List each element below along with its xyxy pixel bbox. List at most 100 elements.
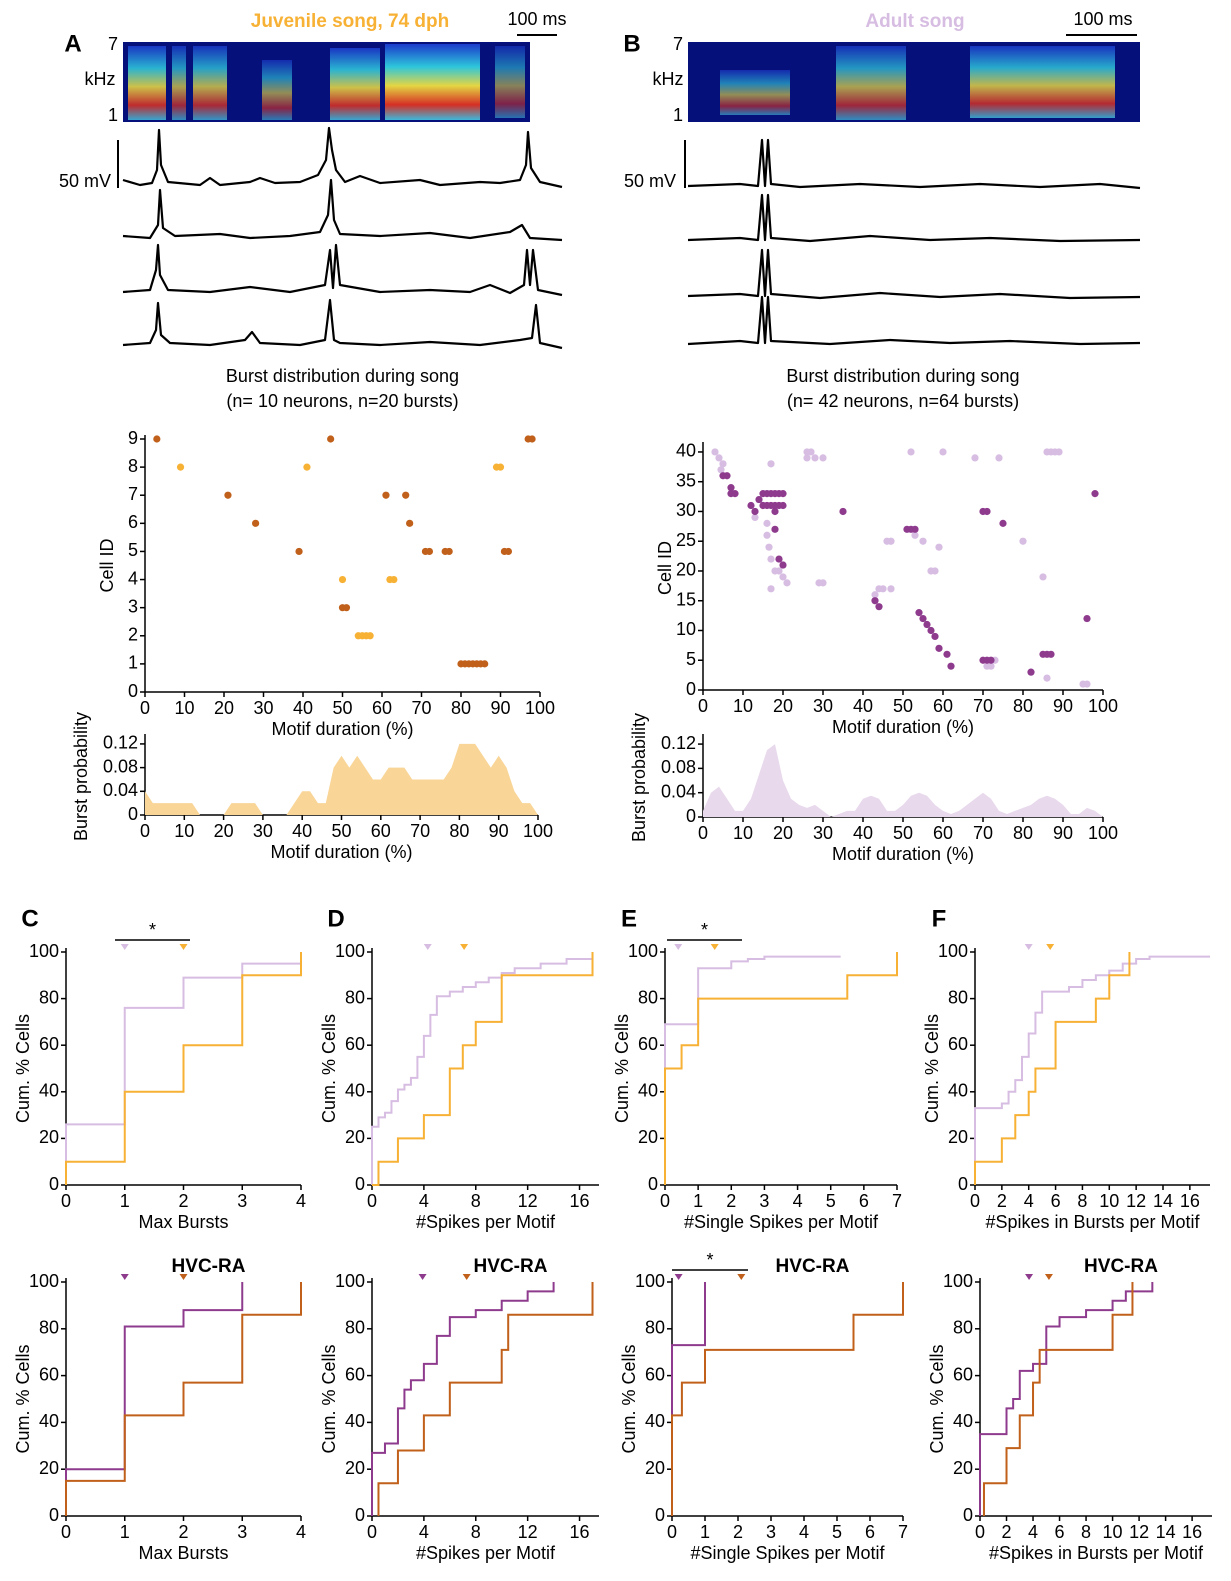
- burst-point: [923, 620, 931, 629]
- cdf-line: [982, 1282, 1134, 1516]
- trace: [122, 298, 563, 350]
- y-tick-label: 0: [128, 804, 138, 824]
- median-marker: [710, 944, 719, 950]
- panel-label: D: [327, 905, 344, 932]
- x-axis-label: Max Bursts: [138, 1212, 228, 1232]
- cdf-line: [671, 1282, 706, 1516]
- chart-subtitle: (n= 42 neurons, n=64 bursts): [787, 391, 1019, 411]
- y-tick-label: 80: [39, 1318, 59, 1338]
- y-tick-label: 60: [39, 1364, 59, 1384]
- y-axis-label: Cum. % Cells: [612, 1014, 632, 1123]
- significance-label: *: [706, 1250, 713, 1270]
- burst-point: [382, 491, 390, 499]
- y-tick-label: 60: [645, 1364, 665, 1384]
- y-tick-label: 40: [345, 1081, 365, 1101]
- burst-point: [751, 507, 759, 516]
- x-tick-label: 40: [853, 823, 873, 843]
- y-tick-label: 25: [676, 530, 696, 550]
- cdf-line: [371, 952, 594, 1185]
- panel-label: F: [932, 905, 947, 932]
- y-tick-label: 20: [39, 1127, 59, 1147]
- freq-unit-label: kHz: [653, 69, 684, 89]
- burst-point: [224, 491, 232, 499]
- x-tick-label: 0: [61, 1191, 71, 1211]
- burst-point: [1039, 573, 1047, 581]
- y-tick-label: 80: [39, 987, 59, 1007]
- y-tick-label: 0: [648, 1174, 658, 1194]
- x-tick-label: 40: [853, 696, 873, 716]
- x-tick-label: 0: [140, 821, 150, 841]
- burst-point: [915, 609, 923, 617]
- y-tick-label: 60: [345, 1034, 365, 1054]
- x-tick-label: 12: [518, 1191, 538, 1211]
- y-tick-label: 80: [948, 987, 968, 1007]
- x-tick-label: 60: [371, 821, 391, 841]
- chart-subtitle: (n= 10 neurons, n=20 bursts): [226, 391, 458, 411]
- trace: [687, 138, 1141, 190]
- y-tick-label: 60: [948, 1034, 968, 1054]
- median-marker: [737, 1274, 746, 1280]
- x-tick-label: 0: [698, 696, 708, 716]
- x-tick-label: 2: [178, 1191, 188, 1211]
- burst-point: [176, 463, 185, 471]
- y-tick-label: 80: [645, 1318, 665, 1338]
- x-tick-label: 90: [490, 698, 510, 718]
- y-tick-label: 100: [628, 941, 658, 961]
- burst-point: [771, 507, 779, 516]
- burst-point: [719, 460, 727, 468]
- song-title: Adult song: [865, 11, 964, 32]
- median-marker: [674, 944, 683, 950]
- x-tick-label: 3: [237, 1522, 247, 1542]
- y-tick-label: 0: [958, 1174, 968, 1194]
- burst-point: [767, 585, 775, 593]
- burst-point: [338, 575, 347, 584]
- x-tick-label: 8: [1077, 1191, 1087, 1211]
- burst-point: [919, 537, 927, 545]
- spectrogram-b: [688, 42, 1140, 122]
- x-tick-label: 10: [733, 696, 753, 716]
- burst-point: [839, 507, 847, 516]
- burst-point: [765, 543, 773, 551]
- y-tick-label: 80: [345, 987, 365, 1007]
- x-tick-label: 12: [518, 1522, 538, 1542]
- voltage-traces-b: [684, 34, 1141, 346]
- burst-point: [939, 448, 947, 456]
- burst-point: [402, 491, 410, 499]
- y-axis-label: Burst probability: [629, 713, 649, 842]
- burst-point: [927, 626, 935, 635]
- x-tick-label: 100: [525, 698, 555, 718]
- y-tick-label: 20: [953, 1458, 973, 1478]
- y-tick-label: 40: [953, 1411, 973, 1431]
- y-tick-label: 0: [963, 1505, 973, 1525]
- x-tick-label: 50: [331, 821, 351, 841]
- y-axis-label: Burst probability: [71, 712, 91, 841]
- median-marker: [179, 1274, 188, 1280]
- burst-point: [871, 591, 879, 599]
- x-tick-label: 20: [214, 821, 234, 841]
- x-tick-label: 2: [1002, 1522, 1012, 1542]
- cdf-line: [65, 1282, 244, 1516]
- y-tick-label: 0.04: [661, 781, 696, 801]
- x-tick-label: 2: [178, 1522, 188, 1542]
- x-tick-label: 6: [1055, 1522, 1065, 1542]
- x-tick-label: 2: [733, 1522, 743, 1542]
- y-tick-label: 35: [676, 470, 696, 490]
- burst-point: [327, 435, 335, 443]
- x-tick-label: 16: [570, 1522, 590, 1542]
- trace: [122, 178, 563, 242]
- y-tick-label: 20: [39, 1458, 59, 1478]
- y-tick-label: 100: [938, 941, 968, 961]
- x-tick-label: 10: [174, 698, 194, 718]
- burst-point: [767, 460, 775, 468]
- x-tick-label: 2: [726, 1191, 736, 1211]
- y-tick-label: 40: [638, 1081, 658, 1101]
- burst-point: [295, 547, 303, 556]
- burst-point: [875, 603, 883, 611]
- voltage-scale-label: 50 mV: [624, 171, 676, 191]
- y-tick-label: 7: [128, 484, 138, 504]
- x-tick-label: 30: [253, 821, 273, 841]
- burst-point: [995, 454, 1003, 462]
- burst-point: [935, 543, 943, 551]
- median-marker: [462, 1274, 471, 1280]
- cdf-line: [371, 1282, 555, 1516]
